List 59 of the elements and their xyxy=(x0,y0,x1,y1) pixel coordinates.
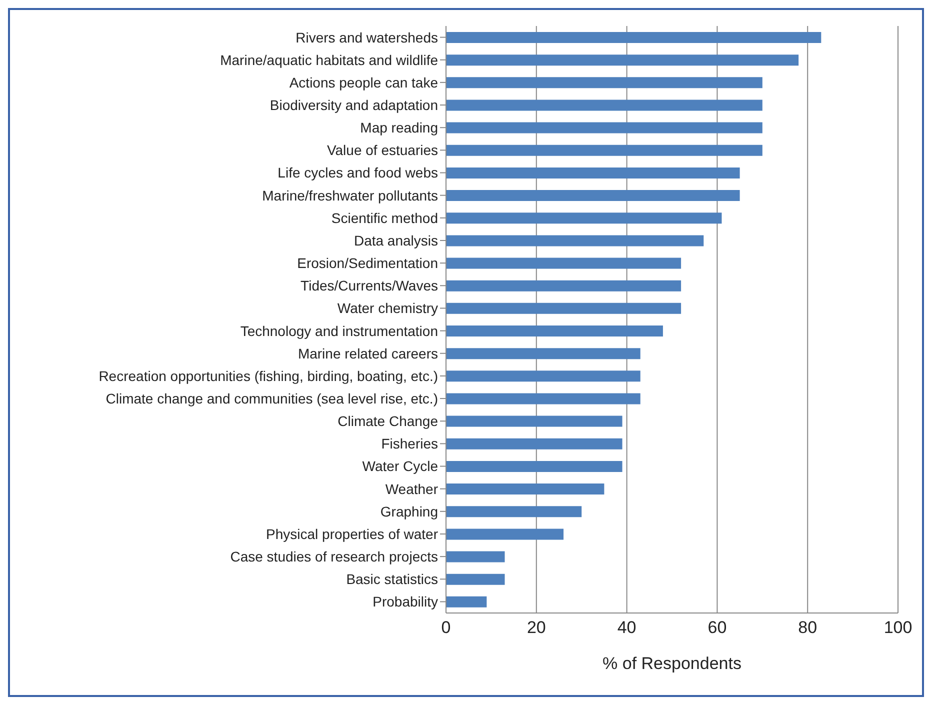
bar xyxy=(446,122,762,134)
y-tick-label: Water chemistry xyxy=(337,300,438,316)
y-tick-label: Rivers and watersheds xyxy=(296,29,438,46)
y-tick-label: Scientific method xyxy=(331,210,438,226)
x-tick-label: 100 xyxy=(884,618,912,638)
y-tick-label: Marine related careers xyxy=(298,345,438,362)
y-tick-label: Marine/aquatic habitats and wildlife xyxy=(220,52,438,68)
y-tick-label: Physical properties of water xyxy=(266,526,438,542)
bar xyxy=(446,484,604,495)
bar xyxy=(446,235,704,246)
bar xyxy=(446,54,799,66)
y-tick-label: Tides/Currents/Waves xyxy=(300,278,438,294)
y-tick-label: Water Cycle xyxy=(362,458,438,474)
bar xyxy=(446,326,663,336)
y-tick-label: Biodiversity and adaptation xyxy=(270,96,438,113)
bar xyxy=(446,280,682,292)
x-tick-label: 20 xyxy=(526,618,546,638)
x-tick-label: 60 xyxy=(708,618,727,638)
bar xyxy=(446,460,622,472)
y-tick-label: Actions people can take xyxy=(289,74,438,90)
bar xyxy=(446,302,682,314)
y-tick-label: Marine/freshwater pollutants xyxy=(262,187,438,204)
y-tick-label: Value of estuaries xyxy=(326,142,438,158)
bar xyxy=(446,506,582,518)
bar xyxy=(446,144,762,156)
bar xyxy=(446,596,487,608)
x-tick-label: 80 xyxy=(798,618,818,638)
y-tick-label: Life cycles and food webs xyxy=(278,164,438,181)
bar xyxy=(446,370,640,382)
y-tick-label: Fisheries xyxy=(381,436,438,452)
y-tick-label: Data analysis xyxy=(354,232,438,248)
bar xyxy=(446,258,682,269)
y-tick-label: Case studies of research projects xyxy=(230,548,438,565)
bar xyxy=(446,416,622,427)
y-tick-label: Map reading xyxy=(360,120,438,136)
bar xyxy=(446,438,622,450)
bar xyxy=(446,212,722,224)
bar xyxy=(446,100,762,111)
bar xyxy=(446,77,762,88)
bar xyxy=(446,393,640,404)
y-tick-label: Probability xyxy=(372,594,438,610)
bar xyxy=(446,528,564,540)
y-tick-label: Basic statistics xyxy=(346,571,438,588)
y-tick-label: Climate Change xyxy=(338,413,438,430)
x-axis-title: % of Respondents xyxy=(602,654,742,673)
bar xyxy=(446,574,505,585)
bar xyxy=(446,551,505,562)
y-tick-label: Recreation opportunities (fishing, birding, boating, etc.) xyxy=(98,368,438,384)
y-tick-label: Weather xyxy=(385,480,438,497)
y-tick-label: Climate change and communities (sea level rise, etc.) xyxy=(106,390,438,406)
bar xyxy=(446,348,640,360)
x-tick-label: 0 xyxy=(441,618,451,638)
bar xyxy=(446,167,740,178)
y-tick-label: Technology and instrumentation xyxy=(240,322,438,339)
y-tick-label: Erosion/Sedimentation xyxy=(297,255,438,272)
bar xyxy=(446,32,822,43)
y-tick-label: Graphing xyxy=(380,503,438,520)
bar xyxy=(446,190,740,202)
x-tick-label: 40 xyxy=(617,618,636,638)
